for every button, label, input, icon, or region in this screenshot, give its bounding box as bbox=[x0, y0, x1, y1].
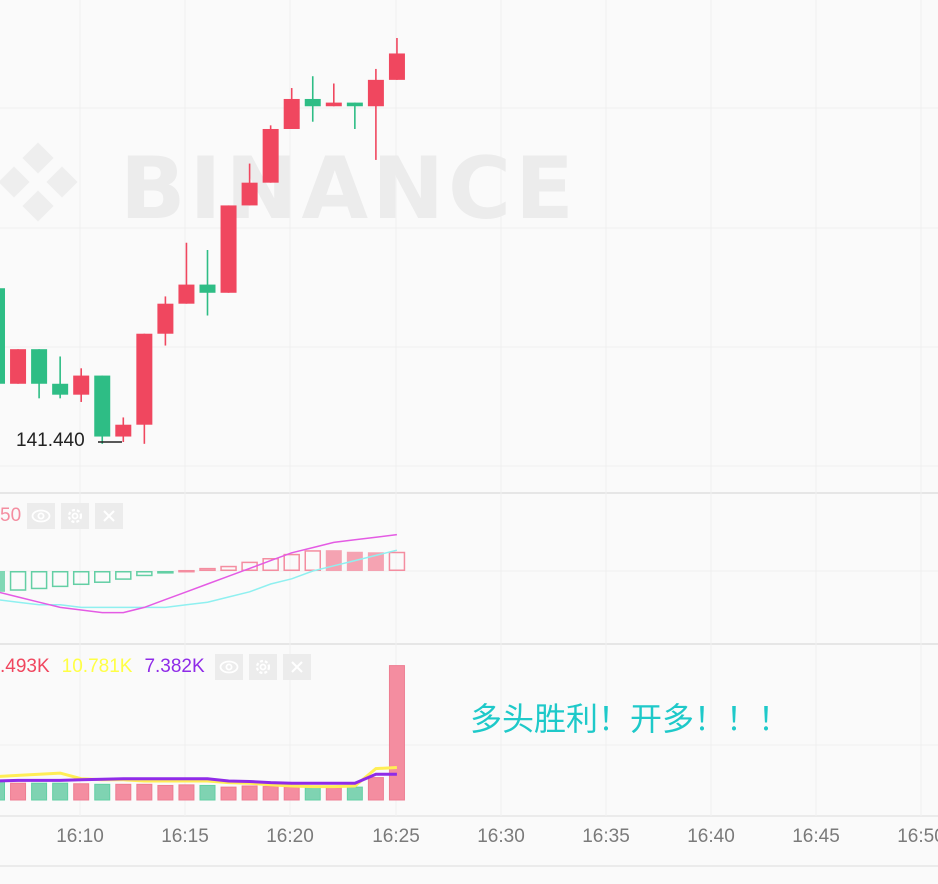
volume-ma-purple bbox=[0, 772, 397, 785]
close-icon bbox=[290, 661, 303, 673]
x-tick-label: 16:40 bbox=[687, 826, 735, 847]
gear-icon bbox=[68, 508, 83, 524]
macd-dif-line bbox=[0, 533, 397, 614]
volume-close-button[interactable] bbox=[282, 654, 311, 680]
volume-bar bbox=[304, 787, 321, 801]
candle-body bbox=[73, 375, 90, 395]
candle-body bbox=[346, 102, 363, 107]
macd-bar bbox=[51, 571, 69, 588]
candle-body bbox=[199, 284, 216, 293]
volume-ma-yellow bbox=[0, 766, 397, 789]
macd-bar bbox=[325, 550, 342, 571]
candle-body bbox=[31, 349, 48, 384]
macd-bar bbox=[72, 571, 90, 586]
candle-body bbox=[115, 424, 132, 437]
candle-body bbox=[0, 288, 5, 384]
volume-bar bbox=[346, 786, 363, 801]
volume-bar bbox=[52, 782, 69, 801]
macd-dea-line bbox=[0, 549, 398, 609]
volume-bar bbox=[31, 782, 48, 801]
candle-body bbox=[136, 333, 153, 425]
candle-body bbox=[220, 205, 237, 293]
macd-bar bbox=[115, 571, 132, 580]
eye-icon bbox=[219, 660, 239, 674]
macd-bar bbox=[283, 553, 300, 572]
volume-bar bbox=[325, 787, 342, 801]
candle-body bbox=[10, 349, 27, 384]
price-pane bbox=[0, 0, 938, 492]
macd-bar bbox=[178, 569, 195, 573]
candle-body bbox=[283, 98, 300, 129]
x-tick-label: 16:50 bbox=[897, 826, 938, 847]
volume-bar bbox=[178, 784, 195, 801]
x-tick-label: 16:35 bbox=[582, 826, 630, 847]
volume-bar bbox=[199, 784, 216, 801]
macd-indicator-bar: 50 bbox=[0, 503, 124, 529]
volume-bar bbox=[388, 665, 405, 801]
vol-ma-yellow-value: 10.781K bbox=[61, 656, 133, 677]
macd-bar bbox=[199, 567, 216, 572]
volume-settings-button[interactable] bbox=[248, 654, 277, 680]
macd-bar bbox=[0, 571, 5, 592]
macd-pane bbox=[0, 494, 938, 642]
macd-eye-button[interactable] bbox=[27, 503, 56, 529]
binance-watermark bbox=[0, 142, 78, 222]
eye-icon bbox=[31, 509, 51, 523]
volume-bar bbox=[367, 777, 384, 801]
volume-eye-button[interactable] bbox=[214, 654, 243, 680]
candle-body bbox=[94, 375, 111, 437]
x-tick-label: 16:25 bbox=[372, 826, 420, 847]
low-price-label: 141.440 bbox=[16, 430, 85, 451]
x-tick-label: 16:15 bbox=[161, 826, 209, 847]
candle-body bbox=[325, 102, 342, 107]
macd-bar bbox=[157, 571, 174, 574]
volume-bar bbox=[10, 782, 27, 801]
macd-bar bbox=[30, 571, 48, 590]
macd-bar bbox=[9, 571, 27, 591]
macd-bar bbox=[220, 565, 237, 571]
x-tick-label: 16:10 bbox=[56, 826, 104, 847]
candle-body bbox=[367, 79, 384, 107]
candle-body bbox=[262, 128, 279, 183]
x-tick-label: 16:30 bbox=[477, 826, 525, 847]
candle-body bbox=[304, 98, 321, 107]
volume-pane bbox=[0, 645, 938, 815]
macd-bar bbox=[262, 558, 279, 571]
vol-ma-purple-value: 7.382K bbox=[144, 656, 205, 677]
volume-bar bbox=[0, 781, 5, 801]
volume-bar bbox=[241, 785, 258, 801]
x-tick-label: 16:45 bbox=[792, 826, 840, 847]
candle-body bbox=[52, 383, 69, 395]
gear-icon bbox=[255, 659, 270, 675]
watermark-text: BINANCE bbox=[120, 139, 578, 239]
macd-bar bbox=[136, 571, 153, 577]
volume-bar bbox=[136, 783, 153, 801]
volume-bar bbox=[220, 786, 237, 801]
macd-bar bbox=[94, 571, 111, 583]
macd-settings-button[interactable] bbox=[61, 503, 90, 529]
macd-close-button[interactable] bbox=[95, 503, 124, 529]
volume-bar bbox=[115, 783, 132, 801]
annotation-text: 多头胜利！开多！！！ bbox=[470, 700, 791, 738]
macd-label: 50 bbox=[0, 505, 22, 526]
macd-bar bbox=[388, 551, 406, 572]
volume-bar bbox=[262, 786, 279, 801]
volume-bar bbox=[157, 784, 174, 801]
close-icon bbox=[103, 510, 115, 522]
candle-body bbox=[241, 182, 258, 206]
volume-indicator-bar: .493K 10.781K 7.382K bbox=[0, 654, 311, 680]
vol-value: .493K bbox=[0, 656, 50, 677]
x-tick-label: 16:20 bbox=[266, 826, 314, 847]
candle-body bbox=[157, 303, 174, 334]
volume-bar bbox=[73, 783, 90, 801]
candle-body bbox=[178, 284, 195, 304]
candle-body bbox=[388, 53, 405, 80]
volume-bar bbox=[283, 786, 300, 801]
volume-bar bbox=[94, 783, 111, 801]
